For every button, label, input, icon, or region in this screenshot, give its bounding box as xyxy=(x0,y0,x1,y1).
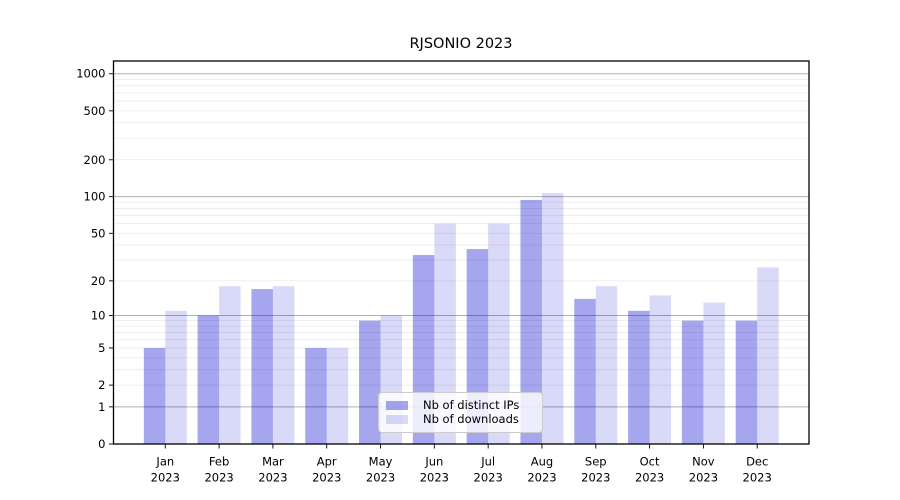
bar-downloads-jul-2023 xyxy=(488,223,510,444)
bar-distinct-ips-oct-2023 xyxy=(628,310,650,444)
x-tick-label-year: 2023 xyxy=(689,471,718,485)
legend: Nb of distinct IPs Nb of downloads xyxy=(378,392,543,433)
x-tick-label-month: Mar xyxy=(262,455,284,469)
bar-downloads-sep-2023 xyxy=(595,286,618,444)
legend-label-distinct-ips: Nb of distinct IPs xyxy=(423,398,520,412)
x-tick-label-year: 2023 xyxy=(312,471,341,485)
bar-distinct-ips-jan-2023 xyxy=(143,347,166,444)
x-tick-label-month: Jun xyxy=(424,455,443,469)
y-tick-label: 20 xyxy=(91,274,106,288)
x-tick-label-month: Nov xyxy=(692,455,715,469)
legend-swatch-distinct-ips xyxy=(386,401,408,410)
x-tick-label-month: Jul xyxy=(480,455,495,469)
y-tick-label: 10 xyxy=(91,308,106,322)
x-tick-label-year: 2023 xyxy=(258,471,287,485)
x-tick-label-year: 2023 xyxy=(366,471,395,485)
bar-downloads-nov-2023 xyxy=(703,302,725,444)
bar-distinct-ips-may-2023 xyxy=(359,320,381,444)
y-tick-label: 50 xyxy=(91,226,106,240)
bar-downloads-jun-2023 xyxy=(434,223,456,444)
x-tick-label-year: 2023 xyxy=(581,471,610,485)
x-tick-label-year: 2023 xyxy=(635,471,664,485)
x-tick-label-month: Jan xyxy=(155,455,174,469)
y-tick-label: 100 xyxy=(84,190,106,204)
chart-title: RJSONIO 2023 xyxy=(409,36,513,52)
y-tick-label: 1 xyxy=(98,400,105,414)
x-tick-label-year: 2023 xyxy=(474,471,503,485)
x-tick-label-month: May xyxy=(369,455,393,469)
bar-downloads-feb-2023 xyxy=(219,286,241,444)
x-tick-label-month: Sep xyxy=(585,455,607,469)
plot-border xyxy=(112,60,810,445)
x-tick-label-year: 2023 xyxy=(204,471,233,485)
bar-downloads-jan-2023 xyxy=(165,310,187,444)
legend-item-downloads: Nb of downloads xyxy=(386,413,534,426)
bar-downloads-mar-2023 xyxy=(272,286,295,444)
bar-distinct-ips-mar-2023 xyxy=(251,289,273,444)
legend-item-distinct-ips: Nb of distinct IPs xyxy=(386,399,534,412)
y-tick-label: 200 xyxy=(84,153,106,167)
x-tick-label-month: Dec xyxy=(746,455,768,469)
y-tick-label: 0 xyxy=(98,437,105,451)
x-tick-label-year: 2023 xyxy=(151,471,180,485)
bar-distinct-ips-feb-2023 xyxy=(197,315,220,444)
x-tick-label-year: 2023 xyxy=(743,471,772,485)
x-tick-label-month: Aug xyxy=(531,455,553,469)
bar-distinct-ips-dec-2023 xyxy=(735,320,758,444)
y-tick-label: 2 xyxy=(98,378,105,392)
bar-distinct-ips-apr-2023 xyxy=(305,347,327,444)
legend-label-downloads: Nb of downloads xyxy=(423,412,519,426)
bar-downloads-dec-2023 xyxy=(757,267,779,444)
x-tick-label-year: 2023 xyxy=(420,471,449,485)
bar-distinct-ips-sep-2023 xyxy=(574,298,596,444)
x-tick-label-month: Feb xyxy=(209,455,229,469)
bar-downloads-aug-2023 xyxy=(541,193,564,444)
x-tick-label-year: 2023 xyxy=(527,471,556,485)
x-tick-label-month: Oct xyxy=(640,455,660,469)
bar-downloads-oct-2023 xyxy=(649,295,672,444)
y-tick-label: 5 xyxy=(98,341,105,355)
x-tick-label-month: Apr xyxy=(317,455,337,469)
bar-distinct-ips-nov-2023 xyxy=(681,320,704,444)
bar-downloads-apr-2023 xyxy=(326,347,349,444)
y-tick-label: 1000 xyxy=(76,67,105,81)
bar-distinct-ips-aug-2023 xyxy=(520,199,542,444)
legend-swatch-downloads xyxy=(386,415,408,424)
y-tick-label: 500 xyxy=(84,104,106,118)
